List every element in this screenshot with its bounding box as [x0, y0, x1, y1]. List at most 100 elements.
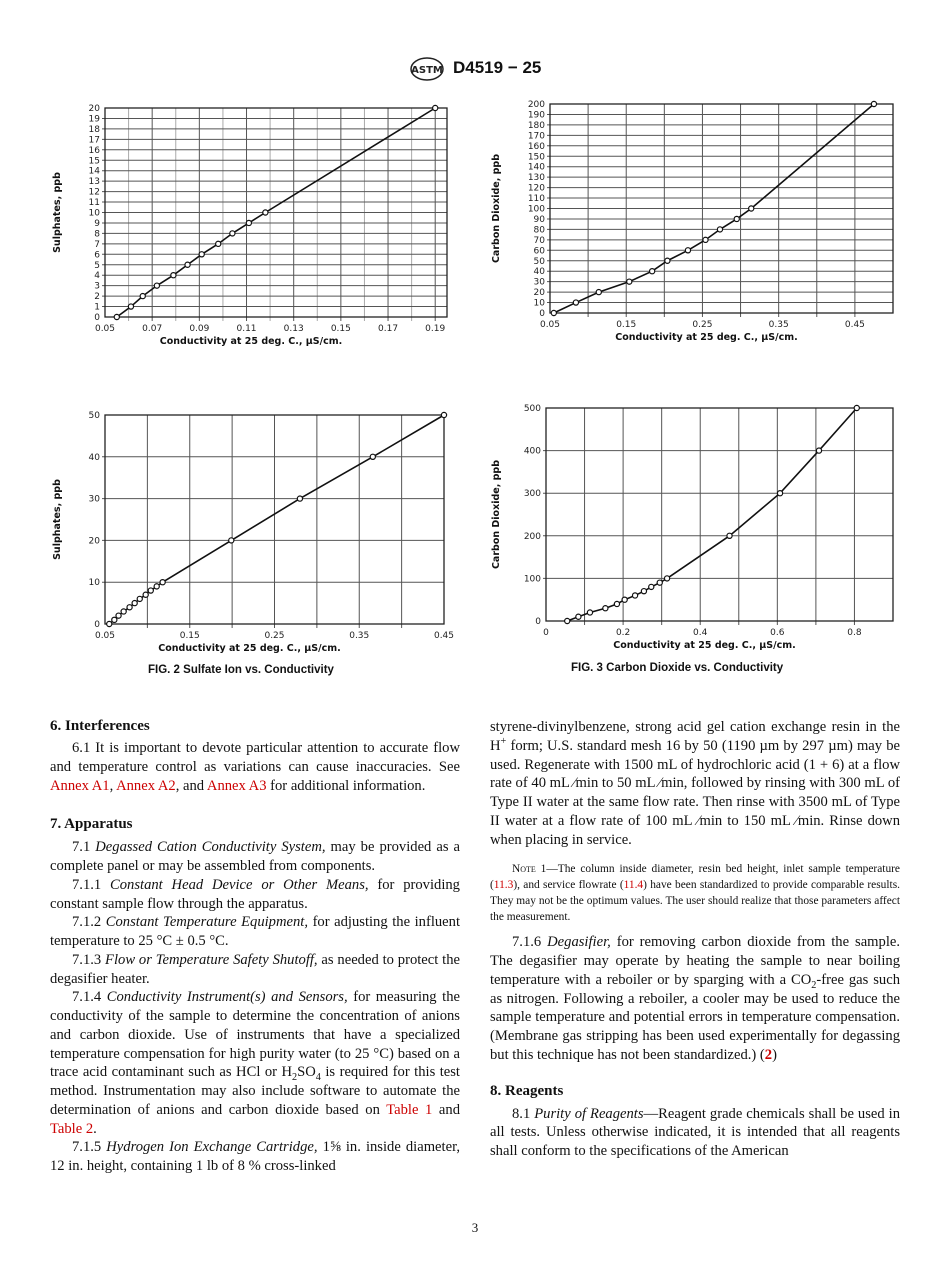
section-6-heading: 6. Interferences: [50, 718, 150, 734]
data-point: [139, 292, 146, 300]
x-axis-label: Conductivity at 25 deg. C., µS/cm.: [615, 332, 797, 343]
data-point: [664, 257, 671, 264]
figure-charts: 0.05 0.07 0.09 0.11 0.13 0.15 0.17 0.1901234567…: [52, 100, 894, 654]
data-point: [126, 604, 133, 611]
data-point: [127, 303, 135, 310]
y-tick-label: 17: [89, 135, 100, 145]
document-designation: D4519 − 25: [453, 58, 542, 77]
section-11-4-link[interactable]: 11.4: [623, 879, 644, 892]
data-point: [656, 579, 663, 586]
page-number: 3: [471, 1220, 479, 1235]
data-point: [147, 587, 154, 594]
x-tick-label: 0.13: [284, 324, 304, 334]
x-tick-label: 0.8: [847, 628, 862, 638]
data-point: [602, 605, 609, 612]
y-tick-label: 170: [528, 131, 545, 141]
y-tick-label: 60: [534, 246, 546, 256]
right-column: styrene-divinylbenzene, strong acid gel …: [490, 718, 900, 1161]
data-point: [115, 612, 122, 619]
y-tick-label: 150: [528, 152, 545, 162]
section-7-heading: 7. Apparatus: [50, 816, 133, 833]
y-tick-label: 90: [534, 215, 546, 225]
data-point: [613, 600, 621, 608]
x-axis-label: Conductivity at 25 deg. C., µS/cm.: [160, 336, 342, 347]
y-tick-label: 6: [94, 250, 100, 260]
paragraph-7-1-3: 7.1.3 Flow or Temperature Safety Shutoff…: [50, 951, 460, 987]
y-tick-label: 40: [89, 453, 101, 463]
svg-text:ASTM: ASTM: [411, 65, 443, 76]
data-point: [726, 532, 733, 540]
chart-3: 0.05 0.15 0.25 0.35 0.45 0 10 20 30 40 50 Conductiv…: [52, 411, 454, 654]
data-point: [170, 272, 177, 279]
data-point: [626, 278, 633, 285]
annex-a2-link[interactable]: Annex A2: [116, 777, 176, 794]
y-tick-label: 0: [94, 313, 100, 323]
data-point: [296, 495, 304, 502]
y-tick-label: 0: [535, 617, 541, 627]
data-point: [432, 104, 439, 112]
y-axis-label: Sulphates, ppb: [52, 172, 63, 253]
x-tick-label: 0.25: [264, 631, 284, 641]
plot-frame: [545, 407, 894, 622]
data-point: [621, 596, 628, 603]
annex-a3-link[interactable]: Annex A3: [206, 777, 267, 794]
x-tick-label: 0.09: [189, 324, 209, 334]
y-tick-label: 140: [528, 163, 545, 173]
y-tick-label: 1: [94, 303, 100, 313]
annex-a1-link[interactable]: Annex A1: [50, 777, 110, 794]
table-2-link[interactable]: Table 2: [50, 1120, 94, 1137]
x-tick-label: 0.07: [142, 324, 162, 334]
y-tick-label: 400: [524, 447, 541, 457]
data-point: [184, 261, 191, 268]
y-tick-label: 10: [89, 578, 101, 588]
data-point: [159, 579, 166, 586]
data-point: [684, 247, 692, 254]
y-tick-label: 40: [534, 267, 546, 277]
paragraph-8-1: 8.1 Purity of Reagents—Reagent grade che…: [490, 1105, 901, 1160]
data-point: [631, 592, 639, 599]
x-tick-label: 0.05: [95, 631, 115, 641]
data-point: [648, 583, 655, 591]
data-point: [648, 268, 656, 275]
y-tick-label: 10: [534, 299, 546, 309]
data-point: [663, 575, 671, 582]
paragraph-7-1-5-continued: styrene-divinylbenzene, strong acid gel …: [490, 719, 900, 848]
y-tick-label: 9: [94, 219, 100, 229]
data-point: [733, 215, 740, 223]
x-tick-label: 0.05: [95, 324, 115, 334]
x-tick-label: 0.45: [845, 320, 865, 330]
y-tick-label: 180: [528, 121, 545, 131]
series-line: [566, 407, 858, 622]
data-point: [716, 226, 724, 233]
data-point: [153, 583, 160, 590]
y-tick-label: 11: [89, 198, 100, 208]
paragraph-7-1-6: 7.1.6 Degasifier, for removing carbon di…: [490, 934, 900, 1063]
note-1: Note 1—The column inside diameter, resin…: [490, 863, 900, 924]
plot-frame: [104, 107, 448, 318]
x-tick-label: 0: [543, 628, 549, 638]
data-point: [228, 537, 235, 544]
paragraph-7-1-2: 7.1.2 Constant Temperature Equipment, fo…: [50, 914, 460, 949]
reference-2-link[interactable]: 2: [764, 1046, 773, 1063]
y-tick-label: 7: [94, 240, 100, 250]
data-point: [142, 591, 149, 598]
y-tick-label: 5: [94, 261, 100, 271]
y-axis-label: Carbon Dioxide, ppb: [491, 460, 502, 569]
y-tick-label: 16: [89, 146, 101, 156]
section-11-3-link[interactable]: 11.3: [493, 879, 514, 892]
data-point: [550, 309, 558, 317]
y-tick-label: 190: [528, 110, 545, 120]
x-tick-label: 0.15: [616, 320, 636, 330]
chart-1: 0.05 0.07 0.09 0.11 0.13 0.15 0.17 0.1901234567…: [52, 104, 448, 347]
x-tick-label: 0.45: [434, 631, 454, 641]
data-point: [440, 411, 448, 419]
y-tick-label: 15: [89, 156, 100, 166]
y-tick-label: 20: [89, 104, 101, 114]
data-point: [369, 453, 377, 460]
figure-3-caption: FIG. 3 Carbon Dioxide vs. Conductivity: [571, 662, 784, 674]
data-point: [245, 219, 253, 227]
data-point: [131, 599, 138, 607]
data-point: [229, 230, 236, 237]
y-tick-label: 50: [534, 257, 546, 267]
table-1-link[interactable]: Table 1: [386, 1101, 433, 1118]
